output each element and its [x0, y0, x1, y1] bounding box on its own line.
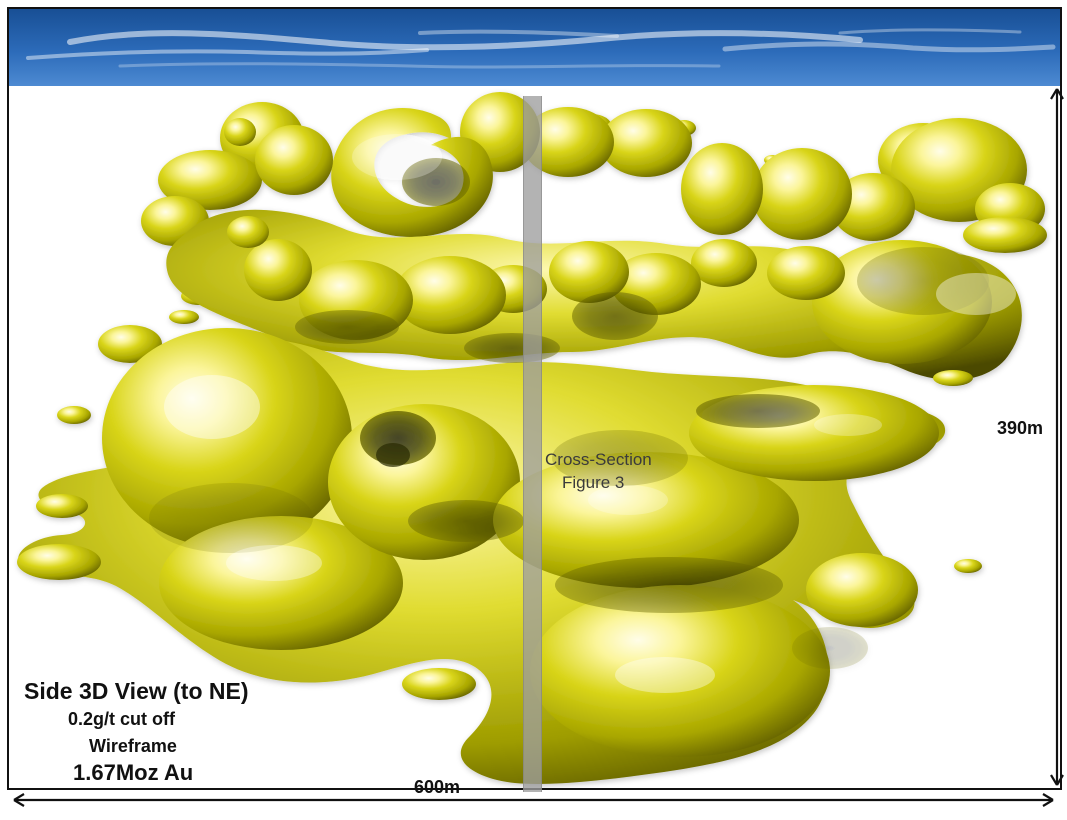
main-highlight: [36, 494, 88, 518]
surface-depression: [464, 333, 560, 363]
gloss-highlight: [352, 134, 442, 180]
height-measurement-label: 390m: [997, 418, 1044, 438]
surface-depression: [408, 500, 524, 542]
main-highlight: [493, 452, 799, 588]
gold-orebody-model: [17, 92, 1047, 784]
gloss-highlight: [936, 273, 1016, 315]
upper-blob: [831, 173, 915, 241]
cutoff-label: 0.2g/t cut off: [68, 709, 175, 729]
upper-blob: [963, 217, 1047, 253]
main-highlight: [17, 544, 101, 580]
cross-section-figure: Figure 3: [562, 473, 625, 492]
side-blob: [933, 370, 973, 386]
surface-depression: [295, 310, 399, 344]
dimension-lines: [13, 88, 1064, 807]
upper-blob: [522, 107, 614, 177]
surface-depression: [792, 627, 868, 669]
middle-bulge: [394, 256, 506, 334]
upper-blob: [600, 109, 692, 177]
surface-depression: [696, 394, 820, 428]
middle-bulge: [244, 239, 312, 301]
gloss-highlight: [814, 414, 882, 436]
gloss-highlight: [615, 657, 715, 693]
upper-blob: [158, 150, 262, 210]
width-left-arrow: [13, 793, 25, 807]
upper-blob: [752, 148, 852, 240]
surface-depression: [555, 557, 783, 613]
upper-blob: [57, 406, 91, 424]
sky-banner: [9, 9, 1060, 86]
resource-label: 1.67Moz Au: [73, 760, 194, 785]
middle-bulge: [691, 239, 757, 287]
surface-depression: [376, 443, 410, 467]
middle-bulge: [767, 246, 845, 300]
cross-section-line: [523, 96, 542, 792]
view-title: Side 3D View (to NE): [24, 678, 249, 704]
width-measurement-label: 600m: [414, 777, 461, 797]
main-highlight: [102, 328, 352, 548]
upper-blob: [98, 325, 162, 363]
middle-bulge: [227, 216, 269, 248]
upper-blob: [169, 310, 199, 324]
main-highlight: [806, 553, 918, 627]
cross-section-title: Cross-Section: [545, 450, 652, 469]
middle-bulge: [549, 241, 629, 303]
side-blob: [954, 559, 982, 573]
cross-section-label: Cross-Section Figure 3: [545, 448, 690, 494]
surface-depression: [149, 483, 313, 553]
width-right-arrow: [1042, 793, 1054, 807]
side-blob: [402, 668, 476, 700]
height-top-arrow: [1050, 88, 1064, 100]
upper-blob: [681, 143, 763, 235]
surface-depression: [572, 292, 658, 340]
height-bottom-arrow: [1050, 774, 1064, 786]
upper-blob: [224, 118, 256, 146]
upper-blob: [255, 125, 333, 195]
surface-depression: [552, 430, 688, 486]
gloss-highlight: [588, 485, 668, 515]
gloss-highlight: [226, 545, 322, 581]
gloss-highlight: [164, 375, 260, 439]
wireframe-label: Wireframe: [89, 736, 177, 756]
